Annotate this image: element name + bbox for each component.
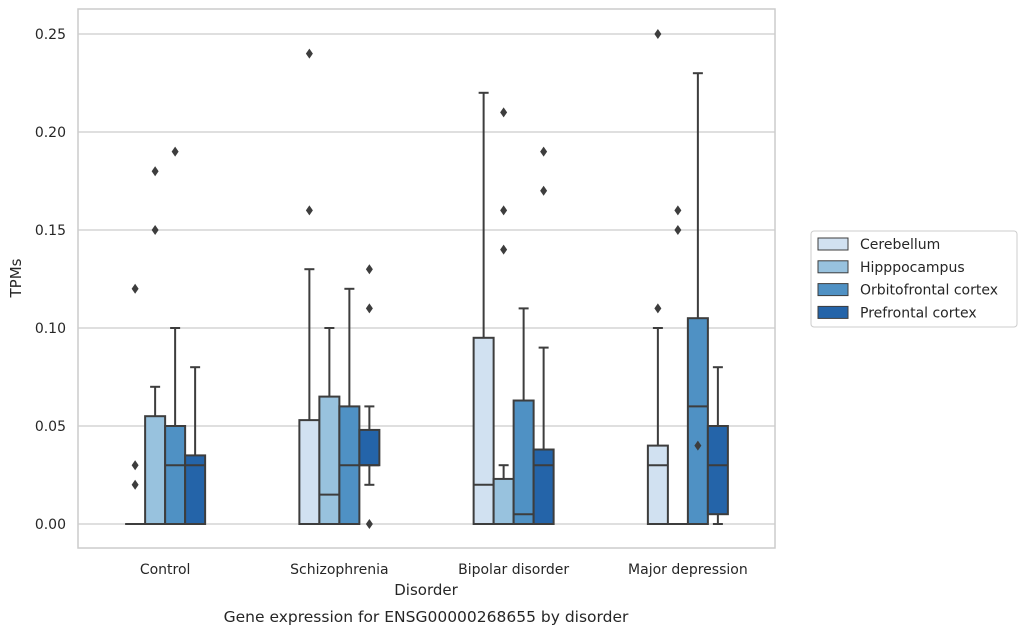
y-tick-label: 0.10 bbox=[35, 321, 66, 337]
outlier-point bbox=[151, 225, 159, 235]
outlier-point bbox=[654, 29, 662, 39]
box-body bbox=[512, 399, 535, 525]
box-body bbox=[686, 317, 709, 526]
legend-label-orbitofrontal-cortex: Orbitofrontal cortex bbox=[860, 283, 998, 299]
outlier-point bbox=[694, 440, 702, 451]
box-cerebellum-schizophrenia bbox=[298, 48, 321, 525]
y-tick-label: 0.05 bbox=[35, 419, 66, 435]
box-prefrontal-cortex-major-depression bbox=[706, 366, 729, 525]
box-body bbox=[472, 336, 495, 525]
outlier-point bbox=[500, 244, 508, 255]
box-orbitofrontal-cortex-bipolar-disorder bbox=[512, 307, 535, 525]
y-tick-label: 0.25 bbox=[35, 27, 66, 43]
outlier-point bbox=[500, 107, 508, 118]
x-axis-title: Disorder bbox=[394, 581, 458, 599]
box-body bbox=[706, 425, 729, 516]
outlier-point bbox=[365, 264, 373, 275]
x-tick-label: Bipolar disorder bbox=[458, 562, 569, 578]
outlier-point bbox=[151, 166, 159, 177]
box-prefrontal-cortex-schizophrenia bbox=[358, 264, 381, 529]
x-axis: Control Schizophrenia Bipolar disorder Majo… bbox=[140, 562, 748, 578]
box-orbitofrontal-cortex-control bbox=[164, 146, 187, 525]
figure-caption: Gene expression for ENSG00000268655 by d… bbox=[224, 608, 629, 626]
y-axis-title: TPMs bbox=[7, 258, 25, 298]
outlier-point bbox=[305, 48, 313, 59]
outlier-point bbox=[674, 225, 682, 235]
y-axis: 0.00 0.05 0.10 0.15 0.20 0.25 bbox=[35, 27, 66, 533]
outlier-point bbox=[674, 205, 682, 216]
x-tick-label: Major depression bbox=[628, 562, 748, 578]
box-prefrontal-cortex-control bbox=[184, 366, 207, 525]
box-orbitofrontal-cortex-major-depression bbox=[686, 72, 709, 526]
box-hipppocampus-major-depression bbox=[667, 205, 688, 525]
outlier-point bbox=[131, 460, 139, 471]
legend-label-hipppocampus: Hipppocampus bbox=[860, 260, 965, 276]
outlier-point bbox=[131, 479, 139, 490]
box-body bbox=[646, 444, 669, 526]
legend-swatch-cerebellum bbox=[817, 237, 849, 251]
box-series-layer bbox=[125, 29, 729, 529]
outlier-point bbox=[365, 303, 373, 314]
outlier-point bbox=[540, 185, 548, 196]
box-body bbox=[164, 425, 187, 525]
legend-frame bbox=[810, 230, 1018, 328]
x-tick-label: Schizophrenia bbox=[290, 562, 388, 578]
outlier-point bbox=[365, 519, 373, 529]
box-body bbox=[492, 477, 515, 526]
legend-swatch-orbitofrontal-cortex bbox=[817, 283, 849, 297]
y-tick-label: 0.20 bbox=[35, 125, 66, 141]
box-cerebellum-major-depression bbox=[646, 29, 669, 526]
box-body bbox=[318, 395, 341, 526]
box-body bbox=[184, 454, 207, 525]
y-tick-label: 0.00 bbox=[35, 517, 66, 533]
outlier-point bbox=[540, 146, 548, 157]
outlier-point bbox=[131, 283, 139, 294]
box-body bbox=[144, 415, 167, 526]
outlier-point bbox=[654, 303, 662, 314]
y-tick-label: 0.15 bbox=[35, 223, 66, 239]
legend-label-prefrontal-cortex: Prefrontal cortex bbox=[860, 305, 977, 321]
x-tick-label: Control bbox=[140, 562, 191, 578]
box-prefrontal-cortex-bipolar-disorder bbox=[532, 146, 555, 525]
box-body bbox=[358, 428, 381, 467]
legend-swatch-prefrontal-cortex bbox=[817, 305, 849, 319]
legend-label-cerebellum: Cerebellum bbox=[860, 237, 940, 253]
outlier-point bbox=[305, 205, 313, 216]
legend-swatch-hipppocampus bbox=[817, 260, 849, 274]
legend: Cerebellum Hipppocampus Orbitofrontal cort… bbox=[810, 230, 1018, 328]
box-body bbox=[298, 419, 321, 525]
box-body bbox=[532, 448, 555, 525]
outlier-point bbox=[171, 146, 179, 157]
box-cerebellum-bipolar-disorder bbox=[472, 91, 495, 525]
box-cerebellum-control bbox=[125, 283, 146, 525]
plot-border bbox=[77, 8, 776, 549]
outlier-point bbox=[500, 205, 508, 216]
